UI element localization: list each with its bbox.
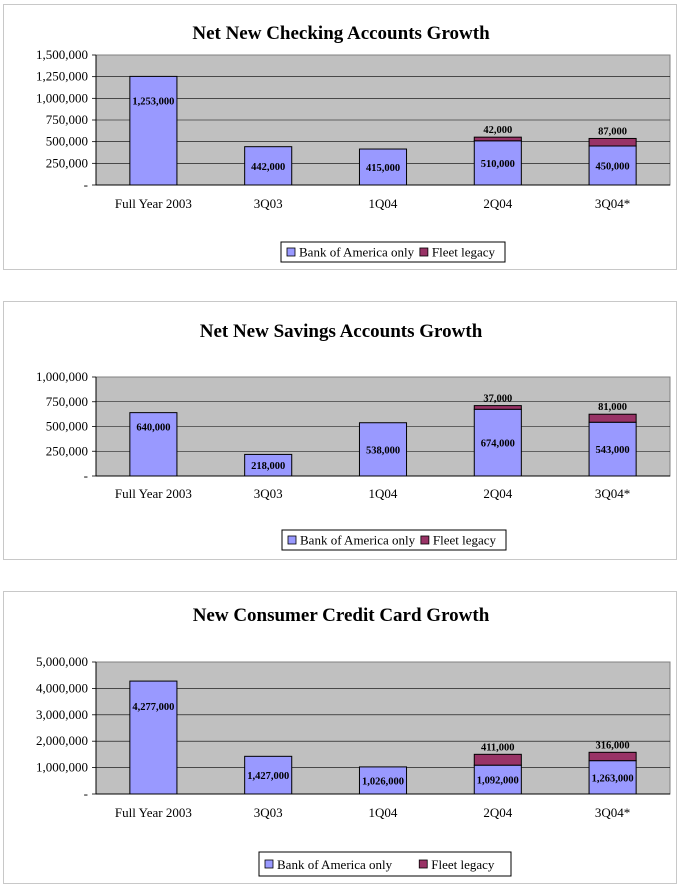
- checking-legend-label-boa: Bank of America only: [299, 245, 415, 260]
- checking-y-tick-label: 750,000: [46, 112, 88, 127]
- checking-legend-swatch-fleet: [419, 247, 429, 257]
- checking-category-label: Full Year 2003: [115, 196, 192, 211]
- credit-card-bar-boa: [244, 755, 293, 795]
- checking-data-label-fleet: 87,000: [598, 126, 627, 137]
- credit-card-data-label-fleet: 316,000: [596, 740, 630, 751]
- credit-card-bar-boa: [358, 766, 408, 795]
- checking-y-tick-label: -: [84, 177, 88, 192]
- credit-card-data-label-boa: 4,277,000: [132, 702, 174, 713]
- checking-data-label-boa: 442,000: [251, 162, 285, 173]
- credit-card-chart-title: New Consumer Credit Card Growth: [193, 605, 490, 626]
- checking-data-label-boa: 450,000: [596, 162, 630, 173]
- savings-legend-swatch-fleet: [420, 535, 430, 545]
- savings-y-tick-label: -: [84, 468, 88, 483]
- checking-y-tick-label: 250,000: [46, 155, 88, 170]
- credit-card-y-tick-label: 1,000,000: [36, 760, 88, 775]
- credit-card-category-label: Full Year 2003: [115, 805, 192, 820]
- credit-card-bar-fleet: [588, 751, 637, 762]
- savings-legend-label-fleet: Fleet legacy: [433, 533, 497, 548]
- savings-data-label-fleet: 37,000: [483, 394, 512, 405]
- savings-legend-label-boa: Bank of America only: [300, 533, 416, 548]
- checking-y-tick-label: 1,250,000: [36, 69, 88, 84]
- savings-data-label-boa: 218,000: [251, 461, 285, 472]
- savings-category-label: 3Q04*: [595, 486, 630, 501]
- credit-card-data-label-boa: 1,263,000: [592, 773, 634, 784]
- checking-category-label: 2Q04: [483, 196, 512, 211]
- credit-card-legend-label-boa: Bank of America only: [277, 857, 393, 872]
- savings-category-label: Full Year 2003: [115, 486, 192, 501]
- savings-data-label-boa: 538,000: [366, 445, 400, 456]
- savings-data-label-boa: 543,000: [596, 445, 630, 456]
- credit-card-category-label: 1Q04: [369, 805, 398, 820]
- credit-card-y-tick-label: 2,000,000: [36, 733, 88, 748]
- credit-card-chart: New Consumer Credit Card Growth - 1,000,00…: [36, 605, 671, 877]
- credit-card-data-label-boa: 1,026,000: [362, 776, 404, 787]
- credit-card-category-label: 3Q03: [254, 805, 283, 820]
- checking-chart: Net New Checking Accounts Growth - 250,000…: [36, 23, 671, 263]
- savings-chart: Net New Savings Accounts Growth - 250,000 5…: [36, 321, 671, 551]
- savings-data-label-boa: 674,000: [481, 439, 515, 450]
- checking-data-label-fleet: 42,000: [483, 125, 512, 136]
- checking-category-label: 3Q03: [254, 196, 283, 211]
- credit-card-y-tick-label: 5,000,000: [36, 654, 88, 669]
- savings-bar-fleet: [473, 405, 522, 410]
- savings-y-tick-label: 750,000: [46, 394, 88, 409]
- credit-card-data-label-fleet: 411,000: [481, 742, 515, 753]
- checking-y-tick-label: 1,500,000: [36, 47, 88, 62]
- credit-card-category-label: 3Q04*: [595, 805, 630, 820]
- savings-data-label-fleet: 81,000: [598, 402, 627, 413]
- checking-chart-panel: Net New Checking Accounts Growth - 250,000…: [3, 4, 677, 270]
- savings-legend-box: [281, 529, 507, 551]
- credit-card-legend-swatch-boa: [264, 859, 274, 869]
- credit-card-data-label-boa: 1,092,000: [477, 776, 519, 787]
- savings-chart-panel: Net New Savings Accounts Growth - 250,000 5…: [3, 301, 677, 560]
- credit-card-bar-boa: [473, 764, 522, 795]
- checking-y-tick-label: 1,000,000: [36, 90, 88, 105]
- checking-legend-swatch-boa: [286, 247, 296, 257]
- checking-bar-boa: [358, 148, 408, 186]
- savings-bar-boa: [244, 453, 293, 477]
- checking-bar-fleet: [473, 136, 522, 142]
- savings-category-label: 2Q04: [483, 486, 512, 501]
- checking-data-label-boa: 510,000: [481, 159, 515, 170]
- savings-chart-title: Net New Savings Accounts Growth: [200, 321, 483, 342]
- checking-category-label: 3Q04*: [595, 196, 630, 211]
- savings-bar-boa: [129, 412, 178, 477]
- checking-bar-fleet: [588, 137, 637, 147]
- checking-y-tick-label: 500,000: [46, 134, 88, 149]
- savings-category-label: 3Q03: [254, 486, 283, 501]
- credit-card-data-label-boa: 1,427,000: [247, 771, 289, 782]
- savings-data-label-boa: 640,000: [136, 423, 170, 434]
- savings-y-tick-label: 500,000: [46, 419, 88, 434]
- savings-bar-boa: [473, 408, 522, 477]
- savings-bar-fleet: [588, 413, 637, 423]
- credit-card-y-tick-label: 3,000,000: [36, 707, 88, 722]
- savings-category-label: 1Q04: [369, 486, 398, 501]
- credit-card-category-label: 2Q04: [483, 805, 512, 820]
- checking-bar-boa: [244, 146, 293, 186]
- credit-card-y-tick-label: 4,000,000: [36, 680, 88, 695]
- savings-legend-swatch-boa: [287, 535, 297, 545]
- credit-card-legend-swatch-fleet: [418, 859, 428, 869]
- savings-bar-boa: [588, 421, 637, 477]
- checking-bar-boa: [588, 145, 637, 186]
- checking-legend-label-fleet: Fleet legacy: [432, 245, 496, 260]
- checking-chart-title: Net New Checking Accounts Growth: [192, 23, 490, 44]
- savings-y-tick-label: 1,000,000: [36, 369, 88, 384]
- credit-card-bar-fleet: [473, 753, 522, 766]
- checking-bar-boa: [129, 75, 178, 186]
- credit-card-y-tick-label: -: [84, 786, 88, 801]
- checking-legend-box: [280, 241, 506, 263]
- credit-card-legend-label-fleet: Fleet legacy: [431, 857, 495, 872]
- savings-y-tick-label: 250,000: [46, 443, 88, 458]
- credit-card-bar-boa: [129, 680, 178, 795]
- checking-data-label-boa: 1,253,000: [132, 96, 174, 107]
- checking-category-label: 1Q04: [369, 196, 398, 211]
- checking-bar-boa: [473, 140, 522, 186]
- credit-card-legend-box: [258, 851, 512, 877]
- credit-card-chart-panel: New Consumer Credit Card Growth - 1,000,00…: [3, 591, 677, 884]
- savings-bar-boa: [358, 422, 408, 477]
- checking-data-label-boa: 415,000: [366, 163, 400, 174]
